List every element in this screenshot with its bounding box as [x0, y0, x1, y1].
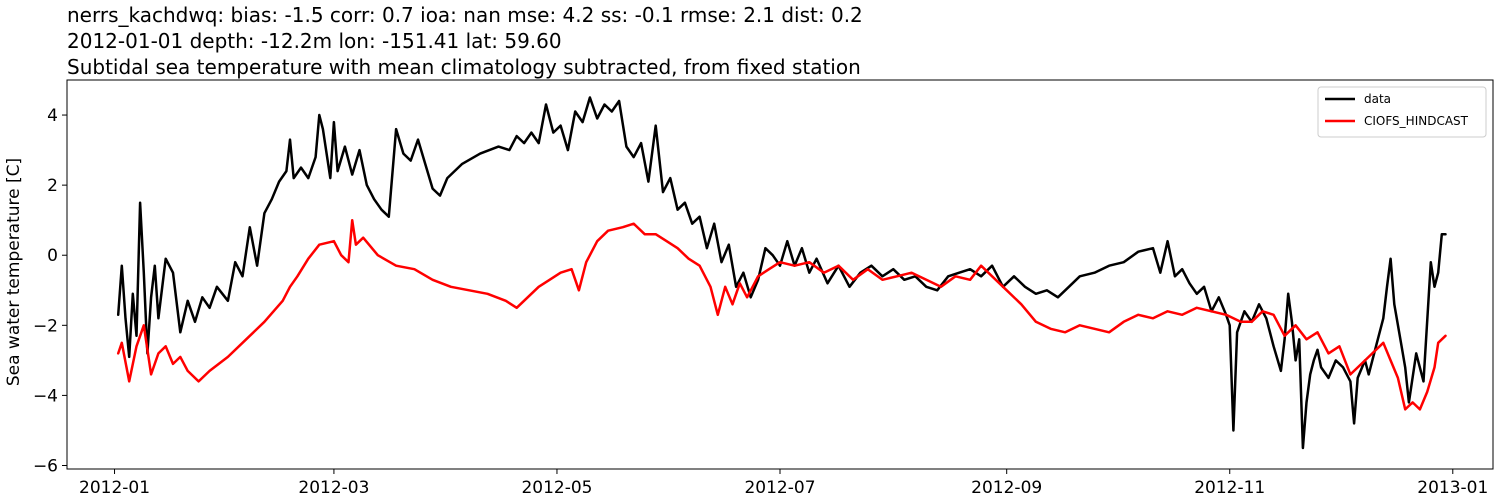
series-line-ciofs-hindcast: [116, 218, 1447, 411]
y-tick-label: −4: [33, 386, 58, 406]
y-axis-label: Sea water temperature [C]: [4, 158, 24, 386]
series-lines: [116, 96, 1447, 450]
x-tick-label: 2013-01: [1417, 478, 1488, 498]
chart-title-line-3: Subtidal sea temperature with mean clima…: [67, 55, 861, 79]
y-tick-label: 0: [47, 246, 58, 266]
legend-label-data: data: [1364, 92, 1391, 106]
y-tick-label: 4: [47, 106, 58, 126]
plot-frame: [66, 79, 1494, 470]
chart-title-line-1: nerrs_kachdwq: bias: -1.5 corr: 0.7 ioa:…: [67, 3, 863, 27]
legend: data CIOFS_HINDCAST: [1317, 86, 1487, 138]
y-tick-label: −2: [33, 316, 58, 336]
x-tick-label: 2012-07: [744, 478, 815, 498]
x-tick-label: 2012-11: [1194, 478, 1265, 498]
series-line-data: [116, 96, 1447, 450]
y-tick-label: −6: [33, 456, 58, 476]
legend-label-ciofs-hindcast: CIOFS_HINDCAST: [1364, 114, 1469, 128]
x-tick-label: 2012-03: [298, 478, 369, 498]
legend-box: [1317, 86, 1487, 138]
x-tick-label: 2012-05: [521, 478, 592, 498]
chart-title-line-2: 2012-01-01 depth: -12.2m lon: -151.41 la…: [67, 29, 562, 53]
y-tick-label: 2: [47, 176, 58, 196]
axis-ticks: 2012-01 2012-03 2012-05 2012-07 2012-09 2012-…: [33, 106, 1488, 498]
x-tick-label: 2012-01: [79, 478, 150, 498]
x-tick-label: 2012-09: [971, 478, 1042, 498]
